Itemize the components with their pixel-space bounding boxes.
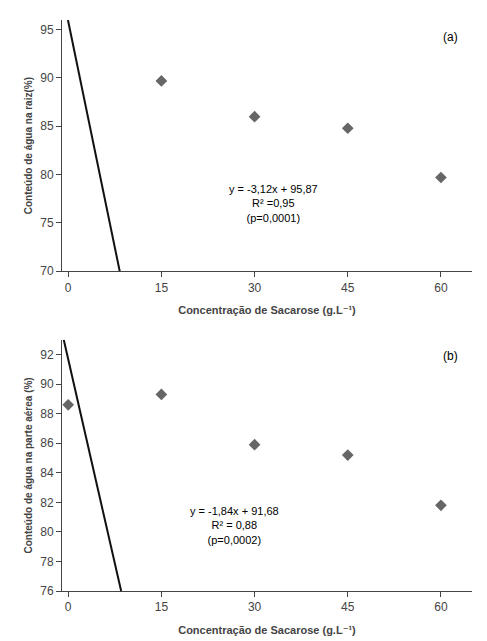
svg-text:(a): (a) <box>443 30 458 44</box>
svg-text:60: 60 <box>434 281 448 295</box>
svg-text:45: 45 <box>341 600 355 614</box>
svg-text:90: 90 <box>40 377 54 391</box>
svg-text:0: 0 <box>65 281 72 295</box>
svg-text:30: 30 <box>248 600 262 614</box>
svg-text:Conteúdo de água na parte aére: Conteúdo de água na parte aérea (%) <box>23 377 34 553</box>
svg-text:Concentração de Sacarose (g.L⁻: Concentração de Sacarose (g.L⁻¹) <box>178 624 356 636</box>
svg-text:Conteúdo de água na raiz(%): Conteúdo de água na raiz(%) <box>23 77 34 214</box>
svg-text:86: 86 <box>40 436 54 450</box>
svg-text:0: 0 <box>65 600 72 614</box>
svg-text:y = -1,84x + 91,68R² = 0,88(p=: y = -1,84x + 91,68R² = 0,88(p=0,0002) <box>190 505 279 546</box>
svg-text:85: 85 <box>40 119 54 133</box>
svg-text:30: 30 <box>248 281 262 295</box>
svg-text:45: 45 <box>341 281 355 295</box>
svg-text:(b): (b) <box>443 349 458 363</box>
svg-text:80: 80 <box>40 168 54 182</box>
svg-text:80: 80 <box>40 525 54 539</box>
svg-text:78: 78 <box>40 555 54 569</box>
svg-text:y = -3,12x + 95,87R² =0,95(p=0: y = -3,12x + 95,87R² =0,95(p=0,0001) <box>229 183 318 224</box>
svg-text:15: 15 <box>155 600 169 614</box>
svg-text:92: 92 <box>40 348 54 362</box>
svg-text:88: 88 <box>40 407 54 421</box>
svg-text:82: 82 <box>40 496 54 510</box>
svg-text:60: 60 <box>434 600 448 614</box>
svg-text:Concentração de Sacarose (g.L⁻: Concentração de Sacarose (g.L⁻¹) <box>178 304 356 316</box>
svg-text:90: 90 <box>40 71 54 85</box>
svg-text:75: 75 <box>40 216 54 230</box>
svg-text:76: 76 <box>40 584 54 598</box>
svg-text:84: 84 <box>40 466 54 480</box>
svg-text:15: 15 <box>155 281 169 295</box>
svg-text:70: 70 <box>40 264 54 278</box>
svg-text:95: 95 <box>40 23 54 37</box>
